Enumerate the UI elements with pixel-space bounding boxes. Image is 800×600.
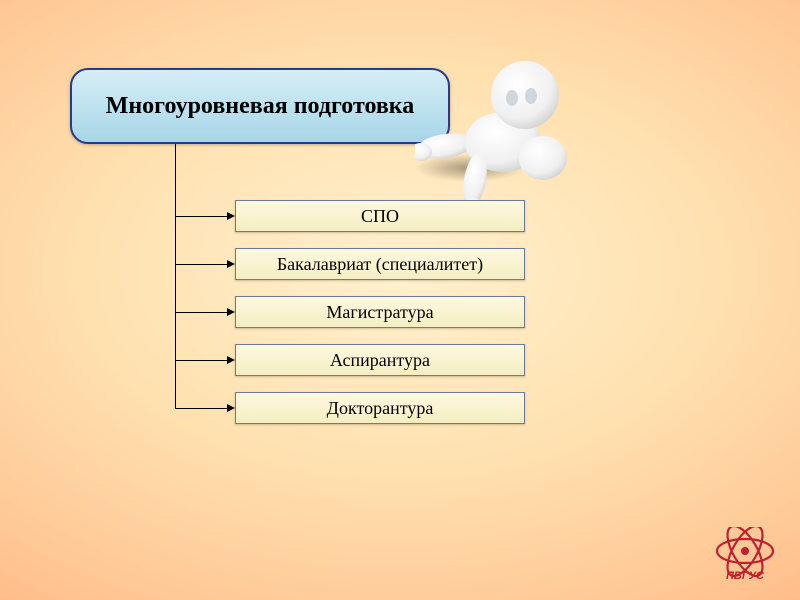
- level-item: Аспирантура: [235, 344, 525, 376]
- connector-arrow: [227, 404, 235, 412]
- connector-arrow: [227, 260, 235, 268]
- level-item: Докторантура: [235, 392, 525, 424]
- level-label: Докторантура: [327, 398, 434, 419]
- slide-background: Многоуровневая подготовка: [0, 0, 800, 600]
- level-label: СПО: [361, 206, 399, 227]
- level-item: Бакалавриат (специалитет): [235, 248, 525, 280]
- level-item: Магистратура: [235, 296, 525, 328]
- logo-text: ПВГУС: [726, 570, 765, 582]
- connector-branch: [175, 216, 227, 217]
- connector-branch: [175, 360, 227, 361]
- connector-arrow: [227, 308, 235, 316]
- level-label: Магистратура: [326, 302, 433, 323]
- connector-branch: [175, 312, 227, 313]
- level-label: Аспирантура: [330, 350, 430, 371]
- connector-branch: [175, 408, 227, 409]
- title-text: Многоуровневая подготовка: [106, 93, 415, 120]
- connector-arrow: [227, 356, 235, 364]
- logo: ПВГУС: [710, 527, 780, 582]
- connector-branch: [175, 264, 227, 265]
- level-label: Бакалавриат (специалитет): [277, 254, 483, 275]
- level-item: СПО: [235, 200, 525, 232]
- title-box: Многоуровневая подготовка: [70, 68, 450, 144]
- connector-trunk: [175, 144, 176, 408]
- connector-arrow: [227, 212, 235, 220]
